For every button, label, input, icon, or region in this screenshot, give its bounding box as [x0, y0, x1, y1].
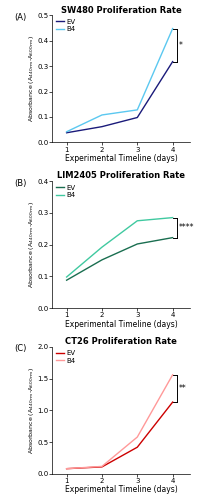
- Y-axis label: Absorbance ($\mathregular{A_{440nm}}$-$\mathregular{A_{600nm}}$): Absorbance ($\mathregular{A_{440nm}}$-$\…: [27, 36, 36, 122]
- Y-axis label: Absorbance ($\mathregular{A_{440nm}}$-$\mathregular{A_{600nm}}$): Absorbance ($\mathregular{A_{440nm}}$-$\…: [27, 367, 36, 454]
- Legend: EV, B4: EV, B4: [55, 349, 77, 365]
- Text: *: *: [178, 40, 182, 50]
- Legend: EV, B4: EV, B4: [55, 183, 77, 200]
- Title: SW480 Proliferation Rate: SW480 Proliferation Rate: [61, 6, 182, 15]
- Legend: EV, B4: EV, B4: [55, 18, 77, 34]
- Text: **: **: [178, 384, 186, 393]
- Title: LIM2405 Proliferation Rate: LIM2405 Proliferation Rate: [57, 172, 185, 180]
- X-axis label: Experimental Timeline (days): Experimental Timeline (days): [65, 154, 178, 163]
- Text: (A): (A): [14, 13, 26, 22]
- Y-axis label: Absorbance ($\mathregular{A_{440nm}}$-$\mathregular{A_{600nm}}$): Absorbance ($\mathregular{A_{440nm}}$-$\…: [27, 201, 36, 288]
- Text: ****: ****: [178, 223, 194, 232]
- Text: (B): (B): [14, 178, 26, 188]
- X-axis label: Experimental Timeline (days): Experimental Timeline (days): [65, 486, 178, 494]
- Title: CT26 Proliferation Rate: CT26 Proliferation Rate: [66, 337, 177, 346]
- X-axis label: Experimental Timeline (days): Experimental Timeline (days): [65, 320, 178, 328]
- Text: (C): (C): [14, 344, 26, 354]
